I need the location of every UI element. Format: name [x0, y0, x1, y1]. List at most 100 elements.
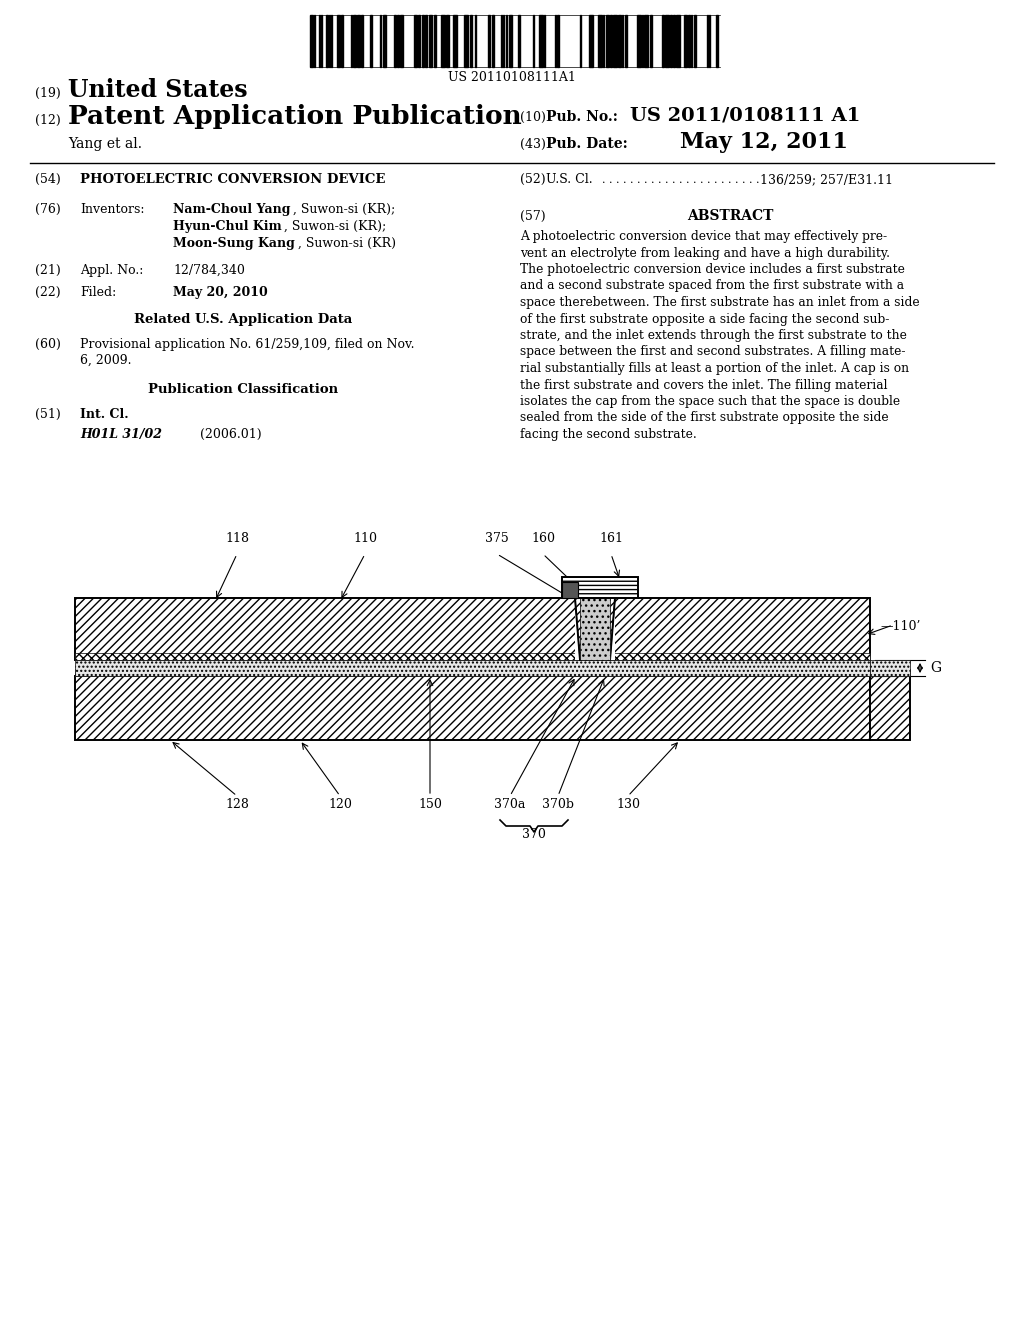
- Text: .: .: [623, 176, 627, 185]
- Text: 160: 160: [531, 532, 555, 545]
- Bar: [606, 15, 609, 67]
- Text: A photoelectric conversion device that may effectively pre-: A photoelectric conversion device that m…: [520, 230, 887, 243]
- Text: Filed:: Filed:: [80, 286, 117, 300]
- Text: .: .: [672, 176, 676, 185]
- Bar: [441, 15, 445, 67]
- Text: (57): (57): [520, 210, 546, 223]
- Text: Patent Application Publication: Patent Application Publication: [68, 104, 522, 129]
- Text: 120: 120: [328, 799, 352, 810]
- Text: May 20, 2010: May 20, 2010: [173, 286, 267, 300]
- Text: (60): (60): [35, 338, 60, 351]
- Text: 130: 130: [616, 799, 640, 810]
- Text: sealed from the side of the first substrate opposite the side: sealed from the side of the first substr…: [520, 412, 889, 425]
- Text: .: .: [700, 176, 703, 185]
- Text: .: .: [742, 176, 745, 185]
- Bar: [580, 598, 610, 660]
- Text: (54): (54): [35, 173, 60, 186]
- Bar: [625, 15, 627, 67]
- Text: the first substrate and covers the inlet. The filling material: the first substrate and covers the inlet…: [520, 379, 888, 392]
- Bar: [492, 15, 494, 67]
- Bar: [870, 676, 910, 741]
- Bar: [414, 15, 417, 67]
- Bar: [518, 15, 520, 67]
- Bar: [75, 676, 870, 741]
- Text: Inventors:: Inventors:: [80, 203, 144, 216]
- Text: Int. Cl.: Int. Cl.: [80, 408, 129, 421]
- Bar: [684, 15, 687, 67]
- Text: The photoelectric conversion device includes a first substrate: The photoelectric conversion device incl…: [520, 263, 905, 276]
- Text: .: .: [644, 176, 647, 185]
- Bar: [589, 15, 593, 67]
- Text: .: .: [616, 176, 620, 185]
- Text: isolates the cap from the space such that the space is double: isolates the cap from the space such tha…: [520, 395, 900, 408]
- Text: (2006.01): (2006.01): [200, 428, 261, 441]
- Bar: [422, 15, 424, 67]
- Text: vent an electrolyte from leaking and have a high durability.: vent an electrolyte from leaking and hav…: [520, 247, 890, 260]
- Text: 370a: 370a: [495, 799, 525, 810]
- Bar: [870, 669, 910, 676]
- Text: (21): (21): [35, 264, 60, 277]
- Text: .: .: [651, 176, 654, 185]
- Bar: [662, 15, 664, 67]
- Text: .: .: [602, 176, 605, 185]
- Text: Pub. Date:: Pub. Date:: [546, 137, 628, 150]
- Text: (12): (12): [35, 114, 60, 127]
- Text: Pub. No.:: Pub. No.:: [546, 110, 617, 124]
- Bar: [509, 15, 512, 67]
- Bar: [75, 660, 870, 676]
- Text: 6, 2009.: 6, 2009.: [80, 354, 131, 367]
- Text: ABSTRACT: ABSTRACT: [687, 209, 773, 223]
- Text: .: .: [637, 176, 640, 185]
- Text: 370: 370: [522, 828, 546, 841]
- Text: US 20110108111A1: US 20110108111A1: [449, 71, 575, 84]
- Bar: [539, 15, 543, 67]
- Bar: [341, 15, 343, 67]
- Bar: [425, 15, 427, 67]
- Bar: [353, 15, 356, 67]
- Bar: [637, 15, 641, 67]
- Bar: [75, 653, 870, 660]
- Bar: [575, 598, 615, 660]
- Text: space between the first and second substrates. A filling mate-: space between the first and second subst…: [520, 346, 905, 359]
- Text: and a second substrate spaced from the first substrate with a: and a second substrate spaced from the f…: [520, 280, 904, 293]
- Bar: [488, 15, 490, 67]
- Text: .: .: [714, 176, 718, 185]
- Text: (76): (76): [35, 203, 60, 216]
- Text: Yang et al.: Yang et al.: [68, 137, 142, 150]
- Bar: [670, 15, 672, 67]
- Bar: [394, 15, 396, 67]
- Bar: [337, 15, 340, 67]
- Text: facing the second substrate.: facing the second substrate.: [520, 428, 696, 441]
- Text: space therebetween. The first substrate has an inlet from a side: space therebetween. The first substrate …: [520, 296, 920, 309]
- Text: (43): (43): [520, 139, 546, 150]
- Bar: [676, 15, 680, 67]
- Text: .: .: [707, 176, 711, 185]
- Bar: [688, 15, 690, 67]
- Text: .: .: [735, 176, 738, 185]
- Text: (19): (19): [35, 87, 60, 100]
- Bar: [383, 15, 386, 67]
- Text: .: .: [679, 176, 683, 185]
- Text: H01L 31/02: H01L 31/02: [80, 428, 162, 441]
- Bar: [75, 669, 870, 676]
- Text: Hyun-Chul Kim: Hyun-Chul Kim: [173, 220, 282, 234]
- Bar: [429, 15, 432, 67]
- Text: .: .: [749, 176, 753, 185]
- Bar: [870, 660, 910, 676]
- Bar: [326, 15, 328, 67]
- Text: .: .: [721, 176, 725, 185]
- Text: .: .: [756, 176, 760, 185]
- Bar: [618, 15, 621, 67]
- Bar: [470, 15, 472, 67]
- Text: .: .: [693, 176, 696, 185]
- Text: 150: 150: [418, 799, 442, 810]
- Text: strate, and the inlet extends through the first substrate to the: strate, and the inlet extends through th…: [520, 329, 907, 342]
- Text: —110’: —110’: [880, 620, 921, 634]
- Bar: [453, 15, 457, 67]
- Bar: [644, 15, 648, 67]
- Bar: [598, 15, 602, 67]
- Text: 375: 375: [485, 532, 509, 545]
- Bar: [397, 15, 399, 67]
- Text: 110: 110: [353, 532, 377, 545]
- Text: .: .: [609, 176, 612, 185]
